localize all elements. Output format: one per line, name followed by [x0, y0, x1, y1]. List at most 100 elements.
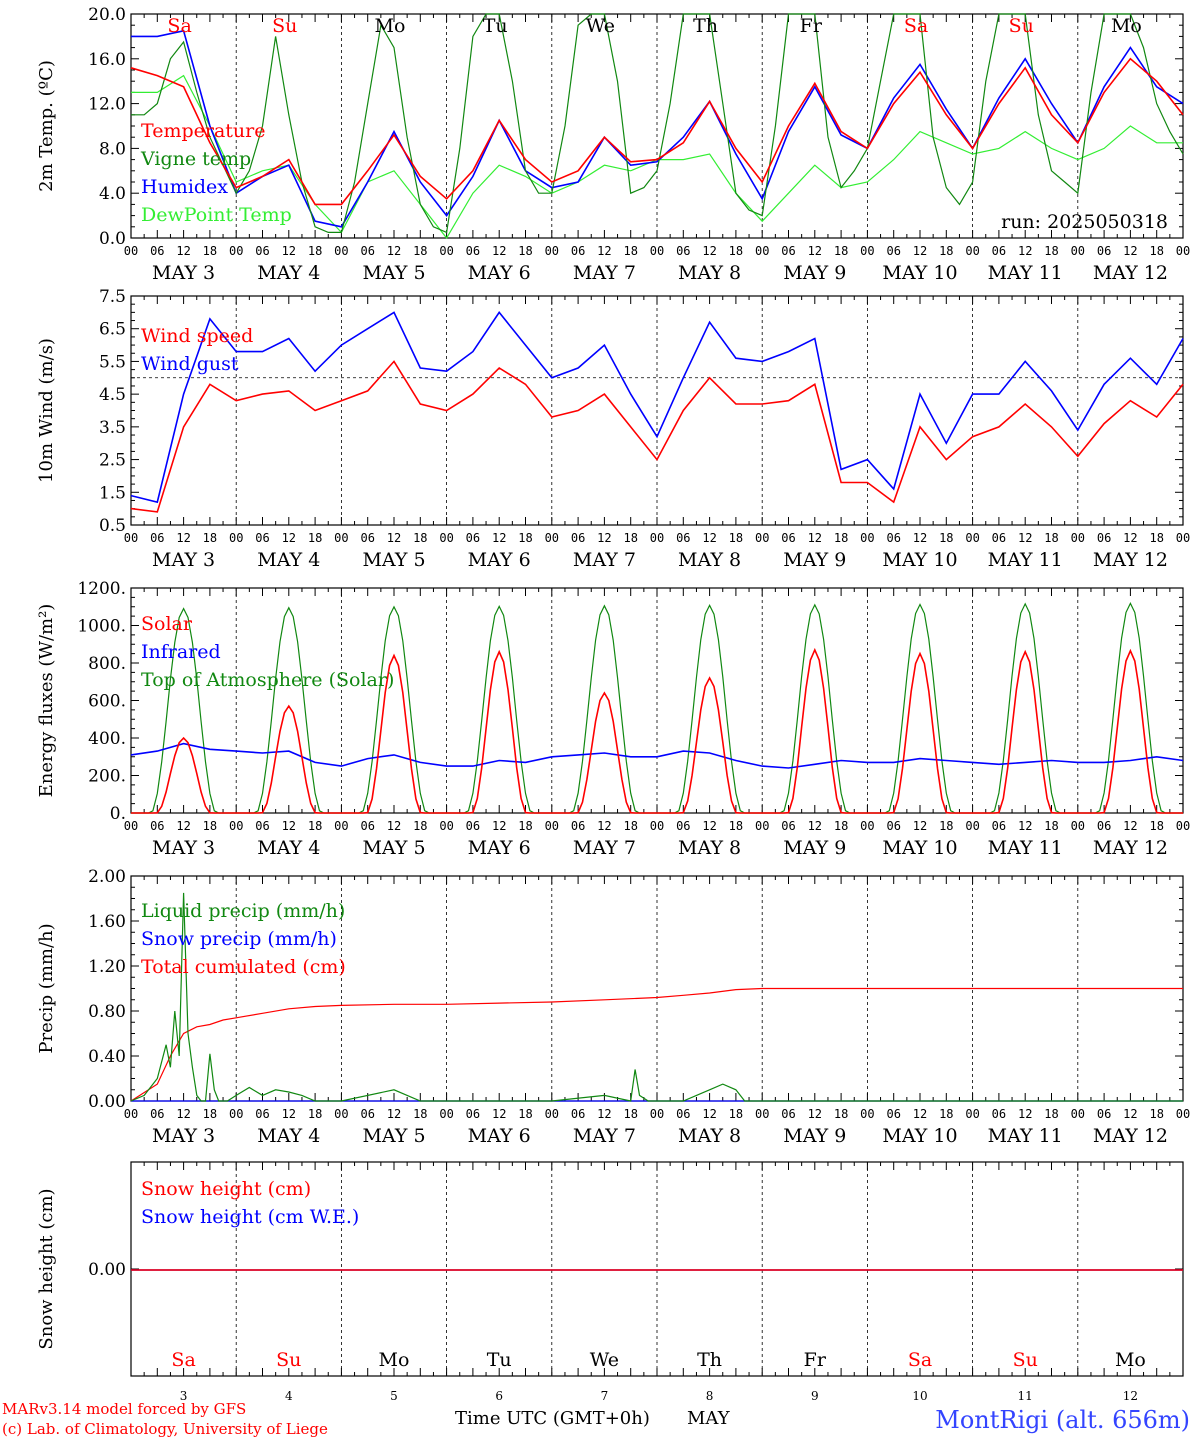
hour-tick-label: 06 — [571, 531, 585, 545]
hour-tick-label: 12 — [1123, 244, 1137, 258]
y-tick-label: 0.5 — [99, 516, 126, 536]
hour-tick-label: 18 — [1149, 531, 1163, 545]
date-label: MAY 3 — [152, 262, 215, 284]
hour-tick-label: 18 — [834, 531, 848, 545]
day-number: 8 — [706, 1389, 714, 1403]
hour-tick-label: 06 — [781, 531, 795, 545]
hour-tick-label: 18 — [1044, 819, 1058, 833]
date-label: MAY 9 — [783, 837, 846, 859]
x-axis-month: MAY — [687, 1408, 731, 1429]
hour-tick-label: 06 — [1097, 244, 1111, 258]
y-tick-label: 12.0 — [88, 95, 126, 115]
hour-tick-label: 00 — [439, 531, 453, 545]
hour-tick-label: 12 — [1123, 1107, 1137, 1121]
hour-tick-label: 00 — [229, 244, 243, 258]
date-label: MAY 12 — [1093, 1125, 1168, 1147]
y-axis-label: 10m Wind (m/s) — [36, 338, 57, 483]
hour-tick-label: 06 — [571, 1107, 585, 1121]
hour-tick-label: 12 — [808, 1107, 822, 1121]
series-line-vigne-temp — [131, 13, 1184, 234]
hour-tick-label: 18 — [1044, 244, 1058, 258]
hour-tick-label: 00 — [860, 819, 874, 833]
day-abbrev: Sa — [171, 1349, 195, 1371]
hour-tick-label: 00 — [545, 244, 559, 258]
hour-tick-label: 06 — [255, 819, 269, 833]
hour-tick-label: 00 — [755, 1107, 769, 1121]
hour-tick-label: 00 — [965, 1107, 979, 1121]
date-label: MAY 11 — [988, 837, 1063, 859]
hour-tick-label: 06 — [466, 1107, 480, 1121]
hour-tick-label: 12 — [913, 244, 927, 258]
date-label: MAY 12 — [1093, 837, 1168, 859]
y-tick-label: 2.00 — [88, 867, 126, 887]
y-tick-label: 200. — [88, 767, 126, 787]
hour-tick-label: 00 — [229, 819, 243, 833]
y-tick-label: 800. — [88, 654, 126, 674]
panel-snow: 0.00 Snow height (cm) Snow height (cm) Snow… — [36, 1161, 1184, 1403]
hour-tick-label: 12 — [702, 531, 716, 545]
hour-tick-label: 00 — [334, 244, 348, 258]
y-tick-label: 0.80 — [88, 1002, 126, 1022]
hour-tick-label: 12 — [1018, 819, 1032, 833]
hour-tick-label: 18 — [939, 1107, 953, 1121]
panel-wind: 00 06 12 18 00 06 12 18 00 06 12 18 00 06 12 18 00 06 12 18… — [36, 287, 1190, 571]
hour-tick-label: 06 — [676, 244, 690, 258]
date-label: MAY 4 — [257, 1125, 320, 1147]
hour-tick-label: 12 — [1018, 1107, 1032, 1121]
hour-tick-label: 06 — [676, 819, 690, 833]
day-abbrev: Su — [276, 1349, 301, 1371]
hour-tick-label: 00 — [965, 819, 979, 833]
day-number: 12 — [1123, 1389, 1138, 1403]
hour-tick-label: 12 — [1123, 531, 1137, 545]
hour-tick-label: 18 — [308, 819, 322, 833]
date-label: MAY 7 — [573, 837, 636, 859]
hour-tick-label: 12 — [176, 1107, 190, 1121]
hour-tick-label: 12 — [1018, 244, 1032, 258]
date-label: MAY 11 — [988, 549, 1063, 571]
date-label: MAY 10 — [882, 837, 957, 859]
hour-tick-label: 00 — [650, 1107, 664, 1121]
hour-tick-label: 12 — [492, 244, 506, 258]
hour-tick-label: 18 — [939, 531, 953, 545]
hour-tick-label: 06 — [571, 819, 585, 833]
hour-tick-label: 12 — [492, 531, 506, 545]
hour-tick-label: 00 — [1071, 531, 1085, 545]
hour-tick-label: 06 — [360, 244, 374, 258]
hour-tick-label: 00 — [650, 244, 664, 258]
legend-entry: Liquid precip (mm/h) — [141, 900, 345, 922]
y-axis-label: Energy fluxes (W/m²) — [36, 604, 57, 798]
credit-line-2: (c) Lab. of Climatology, University of L… — [2, 1420, 328, 1438]
hour-tick-label: 06 — [466, 244, 480, 258]
date-label: MAY 8 — [678, 1125, 741, 1147]
legend-entry: Solar — [141, 613, 193, 635]
hour-tick-label: 00 — [439, 819, 453, 833]
day-abbrev: Su — [272, 15, 297, 37]
plot-frame — [130, 587, 1184, 814]
hour-tick-label: 06 — [886, 819, 900, 833]
hour-tick-label: 06 — [360, 819, 374, 833]
day-abbrev: Sa — [904, 15, 928, 37]
hour-tick-label: 18 — [729, 531, 743, 545]
hour-tick-label: 06 — [781, 819, 795, 833]
hour-tick-label: 18 — [1044, 531, 1058, 545]
day-number: 7 — [601, 1389, 609, 1403]
day-abbrev: Th — [697, 1349, 722, 1371]
y-tick-label: 600. — [88, 692, 126, 712]
hour-tick-label: 12 — [176, 531, 190, 545]
hour-tick-label: 06 — [360, 531, 374, 545]
hour-tick-label: 00 — [650, 531, 664, 545]
y-tick-label: 20.0 — [88, 5, 126, 25]
y-tick-label: 7.5 — [99, 287, 126, 307]
hour-tick-label: 00 — [124, 531, 138, 545]
series-line-solar — [131, 647, 1183, 814]
hour-tick-label: 18 — [834, 244, 848, 258]
day-abbrev: Fr — [804, 1349, 827, 1371]
legend-entry: Temperature — [141, 120, 265, 142]
hour-tick-label: 00 — [860, 531, 874, 545]
hour-tick-label: 00 — [229, 1107, 243, 1121]
day-number: 9 — [811, 1389, 819, 1403]
hour-tick-label: 12 — [387, 819, 401, 833]
legend-entry: Wind speed — [141, 325, 253, 347]
day-abbrev: Mo — [1111, 15, 1142, 37]
date-label: MAY 6 — [468, 549, 531, 571]
